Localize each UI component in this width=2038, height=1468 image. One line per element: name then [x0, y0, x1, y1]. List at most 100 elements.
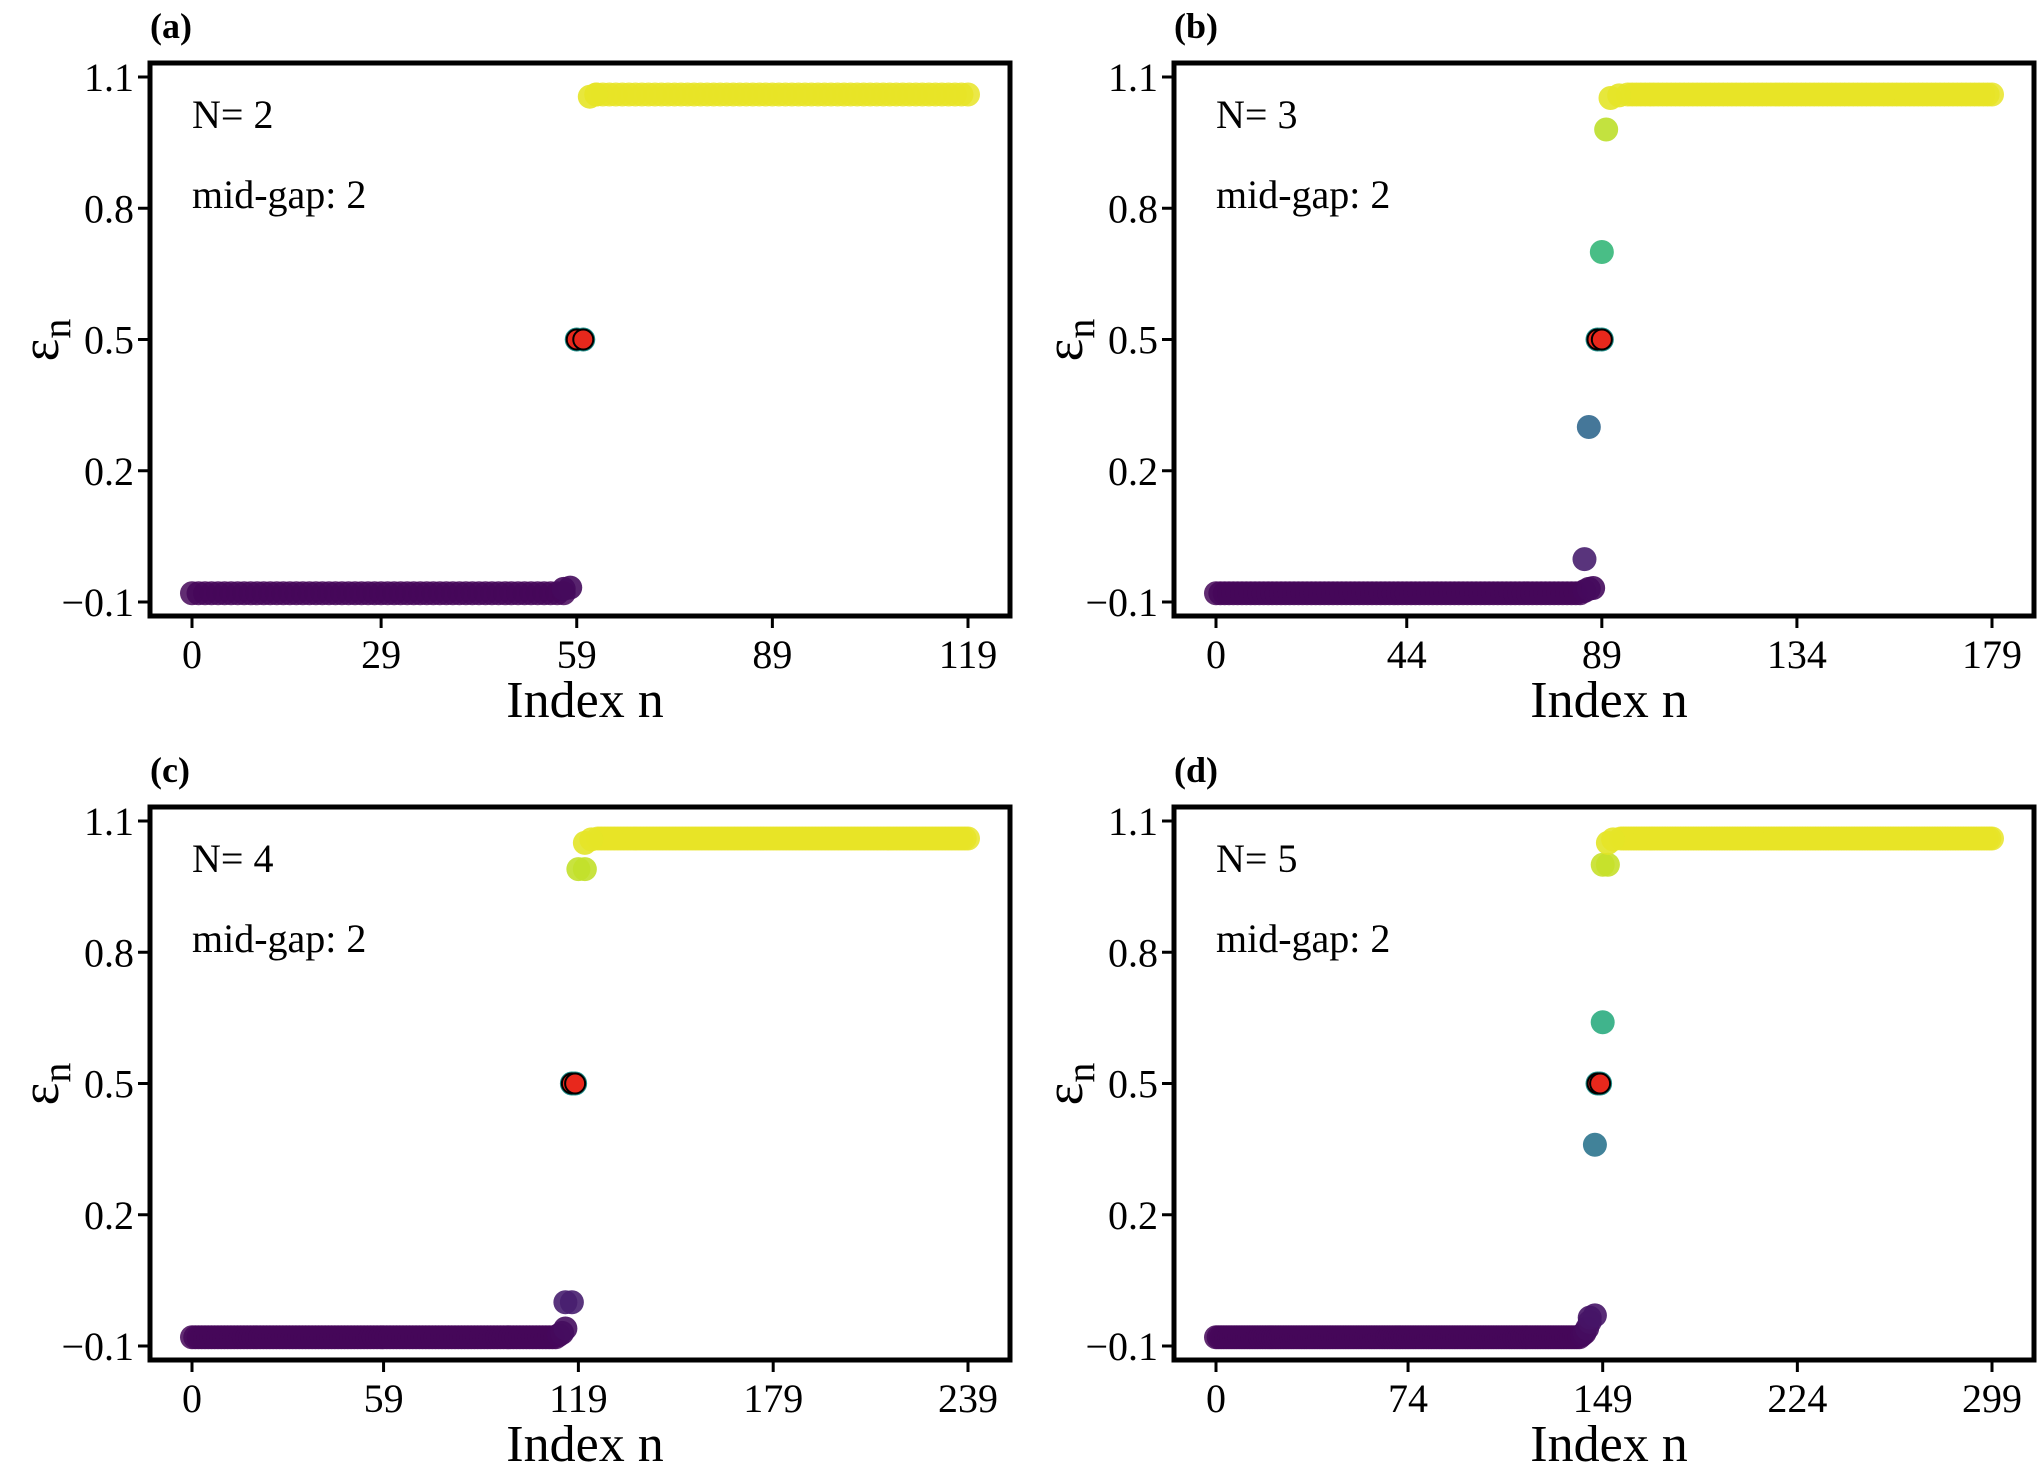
edge-state-point — [579, 827, 604, 852]
n-label: N= 4 — [192, 836, 273, 881]
y-tick-label: 0.8 — [1108, 930, 1158, 975]
x-tick-label: 224 — [1767, 1376, 1827, 1421]
y-tick-label: 1.1 — [1108, 799, 1158, 844]
edge-state-point — [1581, 576, 1606, 600]
x-tick-label: 134 — [1767, 632, 1827, 677]
y-tick-label: 1.1 — [1108, 55, 1158, 100]
edge-state-point — [1594, 117, 1619, 142]
x-tick-label: 119 — [939, 632, 998, 677]
y-tick-label: 1.1 — [84, 799, 134, 844]
edge-state-point — [1576, 415, 1601, 439]
panel-label: (a) — [150, 6, 192, 46]
y-tick-label: 0.2 — [1108, 449, 1158, 494]
midgap-label: mid-gap: 2 — [192, 172, 366, 217]
x-tick-label: 119 — [549, 1376, 608, 1421]
y-axis-symbol: ε — [10, 339, 70, 362]
edge-state-point — [572, 857, 597, 882]
y-tick-label: 0.2 — [84, 449, 134, 494]
y-axis-symbol: ε — [1034, 1083, 1094, 1106]
y-tick-label: 0.5 — [84, 1062, 134, 1107]
n-label: N= 2 — [192, 92, 273, 137]
x-axis-label: Index n — [1530, 672, 1687, 729]
midgap-state-point — [564, 1072, 587, 1095]
x-tick-label: 0 — [1206, 1376, 1226, 1421]
edge-state-point — [559, 1290, 584, 1315]
high-band-point — [956, 826, 980, 851]
y-tick-label: −0.1 — [1085, 580, 1158, 625]
panel-label: (b) — [1174, 6, 1218, 46]
midgap-label: mid-gap: 2 — [1216, 916, 1390, 961]
midgap-state-point — [572, 328, 595, 351]
edge-state-point — [1590, 1010, 1615, 1035]
x-tick-label: 179 — [1962, 632, 2022, 677]
x-tick-label: 179 — [743, 1376, 803, 1421]
plot-area: 0 59 119 179 239 −0.1 0.2 0.5 0.8 1.1 — [61, 799, 1013, 1421]
plot-area: 0 29 59 89 119 −0.1 0.2 0.5 0.8 1.1 — [61, 55, 1013, 677]
y-tick-label: 0.5 — [1108, 1062, 1158, 1107]
y-tick-label: 0.8 — [84, 930, 134, 975]
plot-area: 0 44 89 134 179 −0.1 0.2 0.5 0.8 1.1 — [1085, 55, 2037, 677]
x-tick-label: 239 — [938, 1376, 998, 1421]
edge-state-point — [1589, 240, 1614, 264]
panel-label: (d) — [1174, 750, 1218, 790]
x-tick-label: 89 — [1582, 632, 1622, 677]
edge-state-point — [1607, 83, 1632, 108]
y-axis-label: εn — [10, 319, 79, 362]
x-tick-label: 89 — [752, 632, 792, 677]
edge-state-point — [1572, 547, 1597, 572]
n-label: N= 5 — [1216, 836, 1297, 881]
y-axis-subscript: n — [1058, 1063, 1103, 1083]
y-axis-symbol: ε — [1034, 339, 1094, 362]
x-axis-label: Index n — [506, 1416, 663, 1468]
y-tick-label: −0.1 — [61, 1324, 134, 1369]
y-axis-subscript: n — [34, 1063, 79, 1083]
y-tick-label: 0.5 — [84, 318, 134, 363]
midgap-state-point — [1590, 328, 1613, 351]
y-tick-label: 0.5 — [1108, 318, 1158, 363]
y-axis-label: εn — [10, 1063, 79, 1106]
x-tick-label: 0 — [1206, 632, 1226, 677]
n-label: N= 3 — [1216, 92, 1297, 137]
y-tick-label: 0.8 — [1108, 186, 1158, 231]
x-tick-label: 44 — [1387, 632, 1427, 677]
x-tick-label: 299 — [1962, 1376, 2022, 1421]
edge-state-point — [1582, 1303, 1607, 1328]
y-axis-label: εn — [1034, 1063, 1103, 1106]
panel-c: (c) 0 59 119 179 239 −0.1 0.2 0.5 0.8 1.1 N= 4 mi… — [10, 750, 1013, 1468]
plot-area: 0 74 149 224 299 −0.1 0.2 0.5 0.8 1.1 — [1085, 799, 2037, 1421]
panel-label: (c) — [150, 750, 190, 790]
high-band-point — [956, 82, 980, 107]
x-axis-label: Index n — [506, 672, 663, 729]
x-tick-label: 149 — [1573, 1376, 1633, 1421]
x-tick-label: 59 — [364, 1376, 404, 1421]
y-axis-symbol: ε — [10, 1083, 70, 1106]
midgap-label: mid-gap: 2 — [192, 916, 366, 961]
edge-state-point — [584, 82, 609, 107]
panel-a: (a) 0 29 59 89 119 −0.1 0.2 0.5 0.8 1.1 N= 2 mid-… — [10, 6, 1013, 729]
y-tick-label: 0.8 — [84, 186, 134, 231]
y-axis-subscript: n — [34, 319, 79, 339]
edge-state-point — [553, 1316, 578, 1341]
y-axis-label: εn — [1034, 319, 1103, 362]
x-tick-label: 74 — [1388, 1376, 1428, 1421]
midgap-label: mid-gap: 2 — [1216, 172, 1390, 217]
high-band-point — [1980, 826, 2004, 851]
y-tick-label: 0.2 — [84, 1193, 134, 1238]
high-band-point — [1980, 82, 2004, 107]
x-tick-label: 59 — [557, 632, 597, 677]
y-tick-label: 0.2 — [1108, 1193, 1158, 1238]
panel-b: (b) 0 44 89 134 179 −0.1 0.2 0.5 0.8 1.1 N= 3 mid… — [1034, 6, 2037, 729]
x-tick-label: 0 — [182, 1376, 202, 1421]
y-axis-subscript: n — [1058, 319, 1103, 339]
panel-d: (d) 0 74 149 224 299 −0.1 0.2 0.5 0.8 1.1 N= 5 mi… — [1034, 750, 2037, 1468]
x-tick-label: 0 — [182, 632, 202, 677]
y-tick-label: −0.1 — [1085, 1324, 1158, 1369]
x-axis-label: Index n — [1530, 1416, 1687, 1468]
midgap-state-point — [1589, 1072, 1612, 1095]
y-tick-label: −0.1 — [61, 580, 134, 625]
x-tick-label: 29 — [361, 632, 401, 677]
edge-state-point — [1595, 852, 1620, 877]
edge-state-point — [1582, 1132, 1607, 1157]
edge-state-point — [1601, 827, 1626, 852]
